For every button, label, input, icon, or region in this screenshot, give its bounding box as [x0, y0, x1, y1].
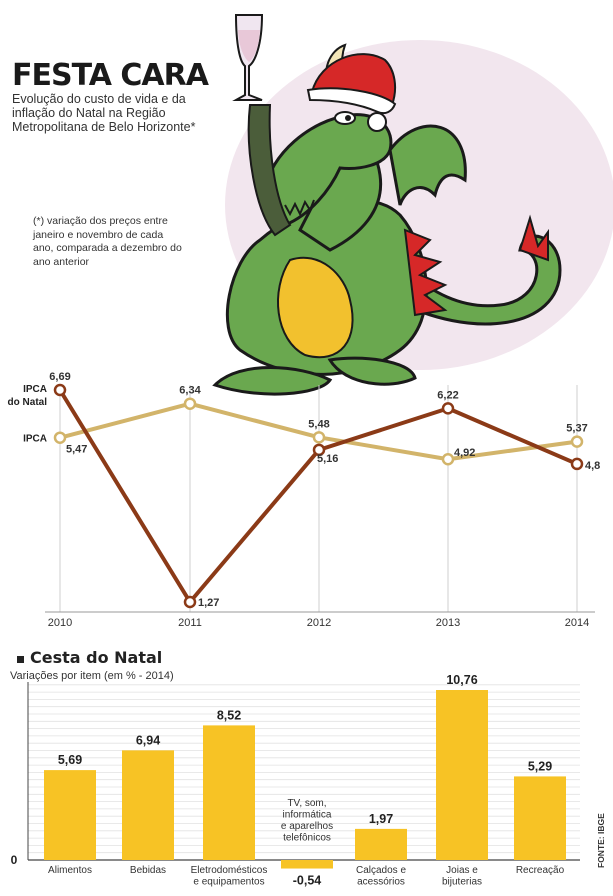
- back-spikes: [403, 228, 448, 317]
- bar-chart-title-text: Cesta do Natal: [30, 648, 163, 667]
- series-label-line: do Natal: [8, 397, 48, 408]
- bar-category-label-line: Alimentos: [48, 865, 92, 876]
- bar-category-label: Recreação: [516, 865, 565, 876]
- bar-chart-subtitle: Variações por item (em % - 2014): [10, 670, 174, 682]
- x-tick-label: 2011: [178, 617, 202, 629]
- dragon-wing: [388, 124, 467, 206]
- bar-category-label-line: informática: [283, 810, 332, 821]
- data-label-ipca: 5,48: [308, 418, 329, 430]
- bar: [44, 770, 96, 860]
- bar-category-label-line: e equipamentos: [193, 877, 264, 888]
- dragon-pupil: [345, 115, 351, 121]
- data-label-ipca-natal: 1,27: [198, 597, 219, 609]
- bar-category-label: Eletrodomésticos e equipamentos: [191, 865, 268, 888]
- dragon-santa-hat-champagne-icon: [212, 14, 613, 396]
- data-point: [53, 383, 67, 397]
- bar-category-label: Bebidas: [130, 865, 166, 876]
- bar-category-label: Alimentos: [48, 865, 92, 876]
- bar: [514, 776, 566, 860]
- santa-hat-brim: [306, 87, 397, 115]
- bar-category-label: TV, som, informática e aparelhos telefônico…: [281, 798, 333, 844]
- bar: [203, 725, 255, 860]
- x-tick-label: 2013: [436, 617, 460, 629]
- data-label-ipca: 5,37: [566, 423, 587, 435]
- y-zero-label: 0: [11, 853, 18, 867]
- bar: [281, 860, 333, 869]
- data-point: [441, 452, 455, 466]
- data-label-ipca-natal: 6,22: [437, 389, 458, 401]
- footnote: (*) variação dos preços entre janeiro e …: [33, 215, 182, 268]
- page-subtitle: Evolução do custo de vida e da inflação …: [12, 92, 196, 134]
- dragon-back-foot: [327, 356, 417, 386]
- bar-category-label: Calçados e acessórios: [356, 865, 406, 888]
- bar: [122, 750, 174, 860]
- data-point: [183, 595, 197, 609]
- x-tick-label: 2014: [565, 617, 589, 629]
- tail-spikes: [518, 214, 549, 262]
- bar-category-label-line: TV, som,: [287, 798, 326, 809]
- bar: [436, 690, 488, 860]
- data-point: [441, 402, 455, 415]
- bar-chart-title: Cesta do Natal: [18, 648, 162, 667]
- series-label-line: IPCA: [23, 384, 47, 395]
- series-label-ipca-natal: IPCA do Natal: [8, 384, 48, 408]
- bar-value-label: 8,52: [217, 708, 241, 722]
- bar-value-label: 6,94: [136, 733, 160, 747]
- bar-category-label-line: bijuterias: [442, 877, 482, 888]
- dragon-feet: [212, 366, 333, 396]
- bar: [355, 828, 407, 860]
- data-point: [53, 431, 67, 444]
- data-point: [570, 457, 584, 471]
- bar-value-label: -0,54: [293, 874, 322, 888]
- data-label-ipca-natal: 4,8: [585, 460, 600, 472]
- bar-value-label: 5,69: [58, 753, 82, 767]
- bar-value-label: 5,29: [528, 759, 552, 773]
- bar-value-label: 1,97: [369, 812, 393, 826]
- data-point: [183, 397, 197, 410]
- x-tick-label: 2010: [48, 617, 72, 629]
- source-note: FONTE: IBGE: [596, 813, 606, 868]
- data-label-ipca-natal: 5,16: [317, 453, 338, 465]
- data-label-ipca-natal: 6,69: [49, 371, 70, 383]
- data-label-ipca: 6,34: [179, 385, 201, 397]
- santa-hat-pompom: [367, 112, 387, 132]
- bar-category-label-line: e aparelhos: [281, 821, 333, 832]
- bar-category-label-line: Bebidas: [130, 865, 166, 876]
- bar-category-label-line: telefônicos: [283, 833, 331, 844]
- page-title: FESTA CARA: [12, 58, 209, 93]
- data-label-ipca: 4,92: [454, 447, 475, 459]
- bar-category-label-line: Joias e: [446, 865, 478, 876]
- bar-category-label-line: acessórios: [357, 877, 405, 888]
- section-bullet-icon: [17, 656, 24, 663]
- data-point: [570, 435, 584, 448]
- bar-value-label: 10,76: [446, 673, 477, 687]
- bar-category-label-line: Eletrodomésticos: [191, 865, 268, 876]
- dragon-teeth: [284, 199, 315, 217]
- champagne: [238, 30, 260, 62]
- x-tick-label: 2012: [307, 617, 331, 629]
- dragon-arm: [247, 104, 292, 237]
- data-point: [312, 443, 326, 457]
- dragon-belly: [277, 256, 354, 359]
- data-point: [312, 431, 326, 444]
- data-label-ipca: 5,47: [66, 444, 87, 456]
- bar-category-label-line: Recreação: [516, 865, 565, 876]
- series-label-ipca: IPCA: [23, 434, 47, 445]
- bar-category-label: Joias e bijuterias: [442, 865, 482, 888]
- bar-category-label-line: Calçados e: [356, 865, 406, 876]
